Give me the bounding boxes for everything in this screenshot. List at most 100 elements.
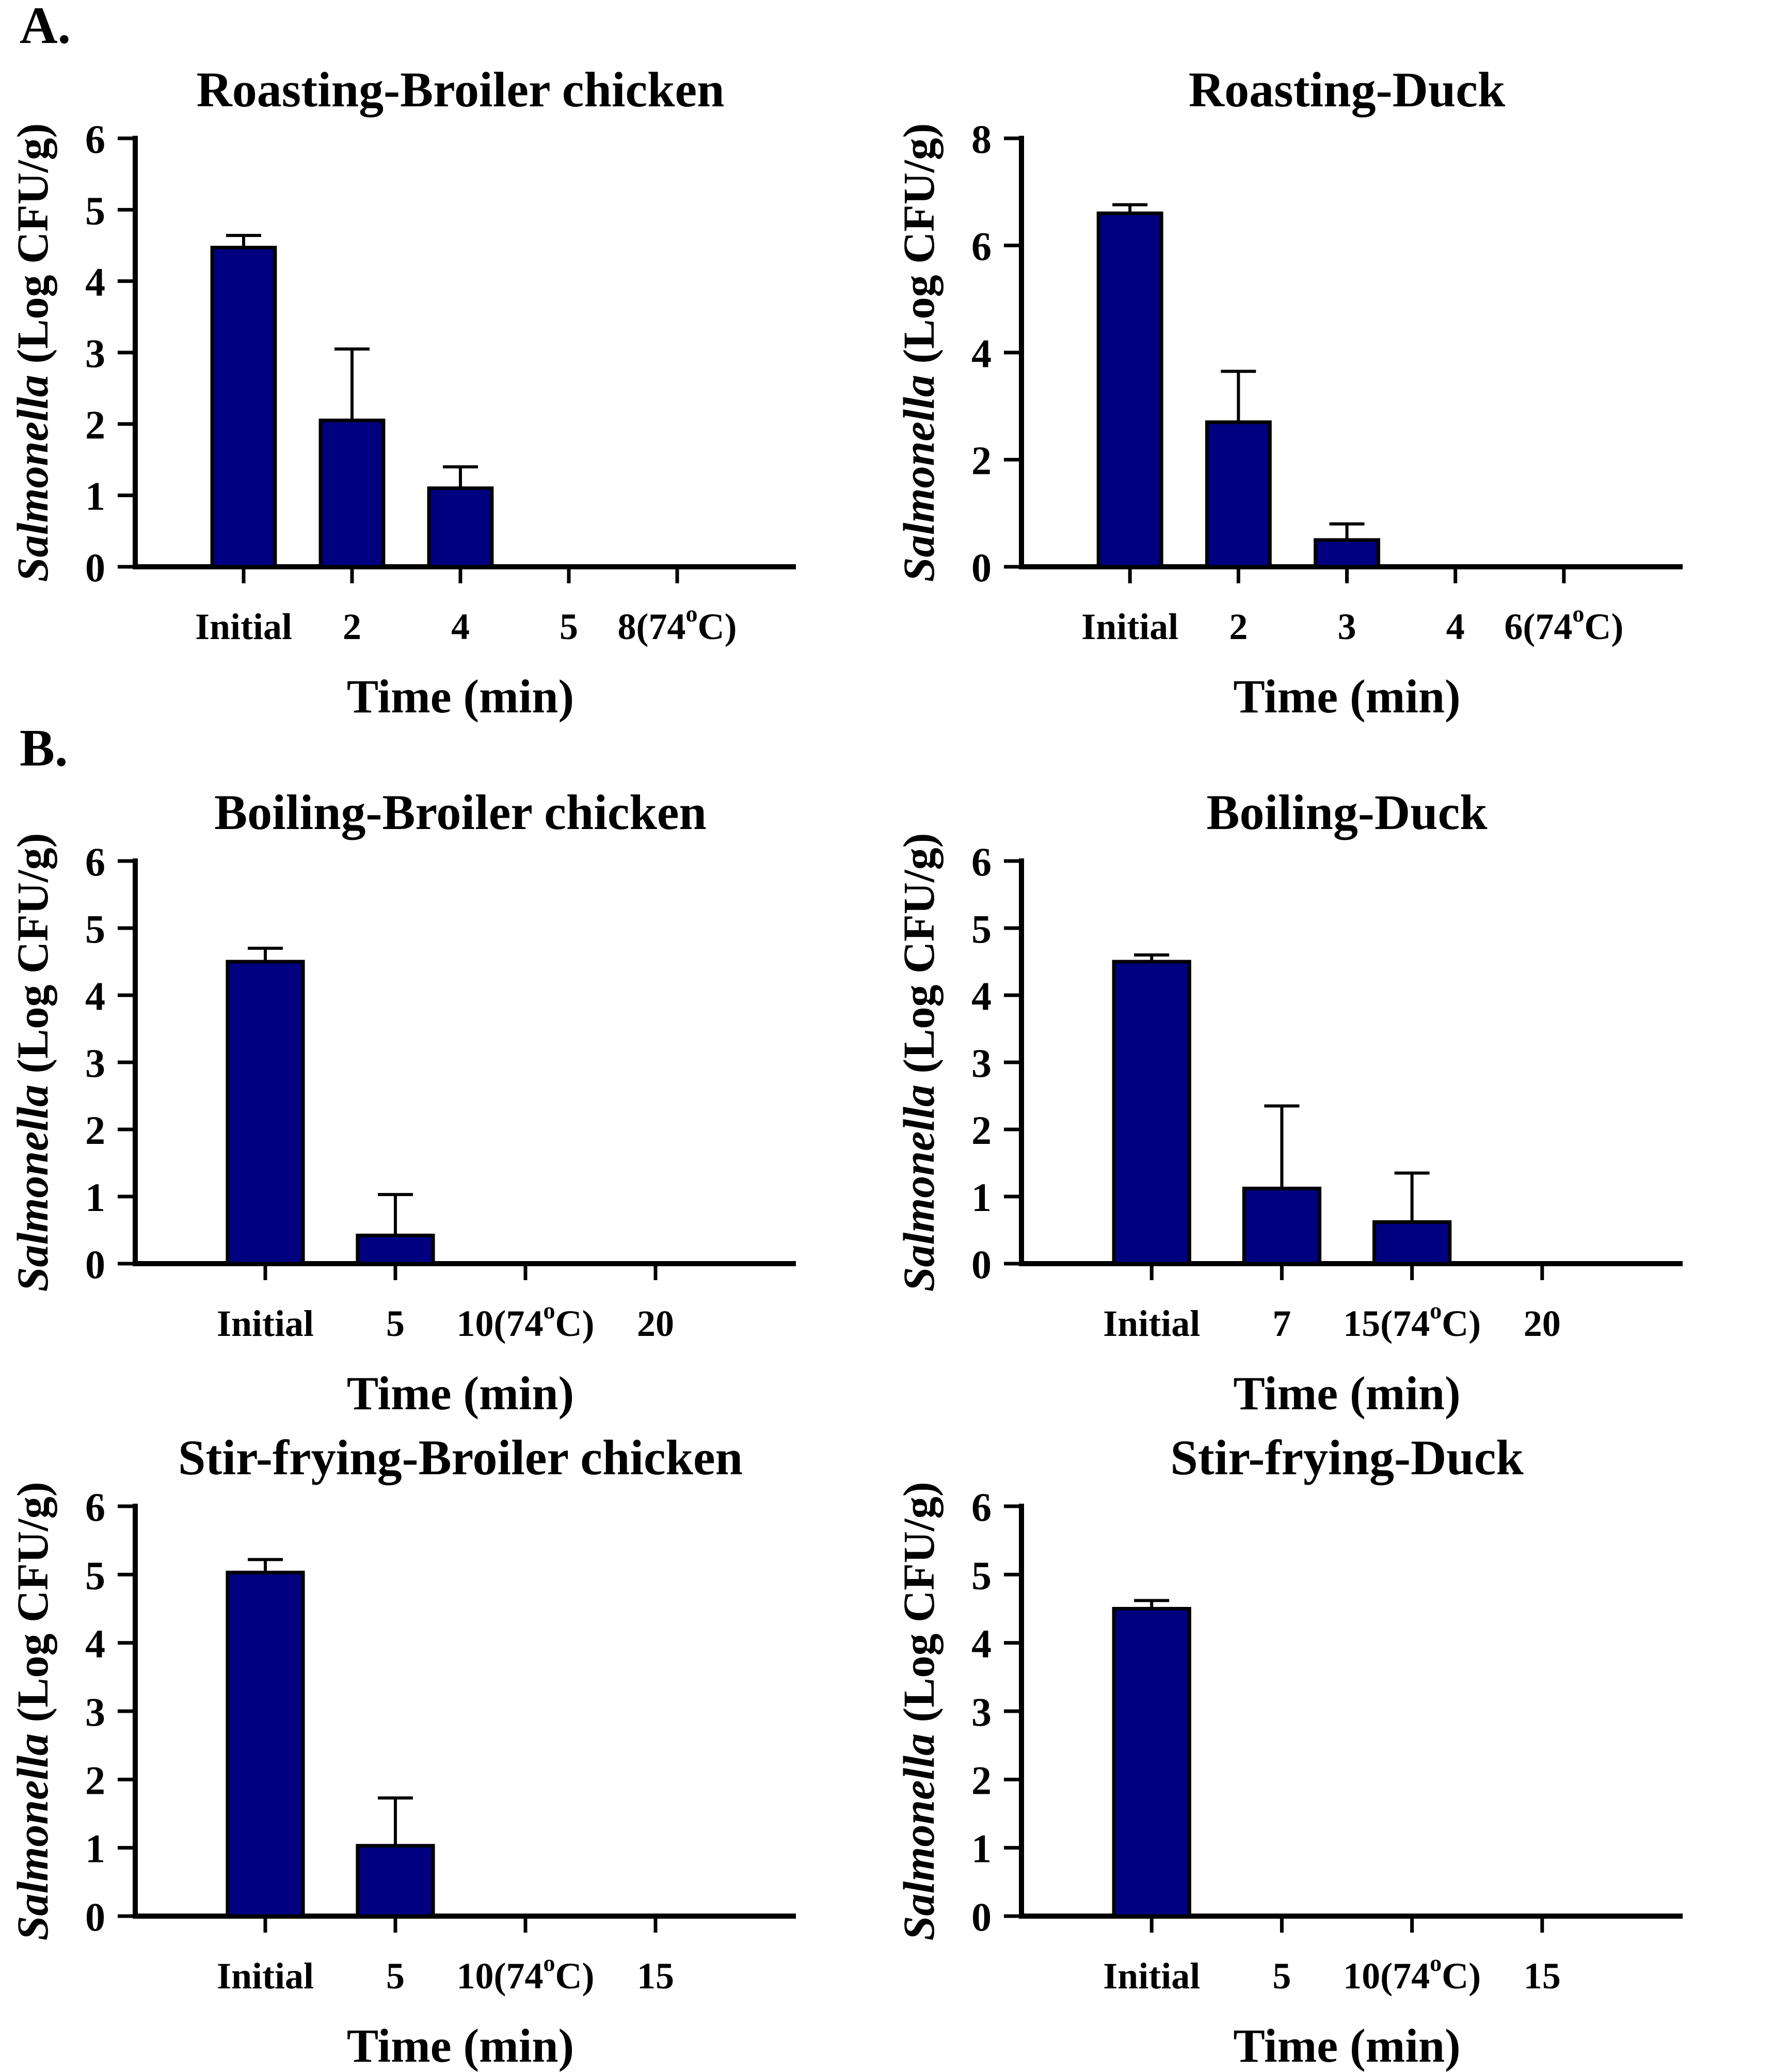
- panel-label-b: B.: [20, 719, 68, 777]
- y-tick-label: 8: [971, 117, 992, 162]
- x-axis-label: Time (min): [347, 2019, 574, 2072]
- y-tick-label: 6: [85, 117, 105, 162]
- x-tick-label: Initial: [1103, 1955, 1200, 1997]
- bar-5: [356, 1233, 435, 1266]
- y-axis-label: Salmonella (Log CFU/g): [8, 833, 57, 1292]
- bar-initial: [226, 960, 305, 1266]
- x-tick-label: 5: [386, 1303, 405, 1344]
- x-tick-label: 15(74oC): [1343, 1297, 1481, 1344]
- x-tick-label: Initial: [1103, 1303, 1200, 1344]
- y-axis-label: Salmonella (Log CFU/g): [8, 1482, 57, 1941]
- bar-4: [427, 486, 494, 569]
- y-tick-label: 3: [971, 1690, 992, 1734]
- chart-title: Roasting-Duck: [1189, 62, 1506, 117]
- y-tick-label: 0: [85, 1242, 105, 1287]
- y-tick-label: 4: [971, 331, 992, 376]
- y-tick-label: 3: [85, 331, 105, 376]
- x-tick-label: Initial: [217, 1955, 314, 1997]
- y-tick-label: 4: [85, 974, 105, 1018]
- y-tick-label: 5: [971, 1553, 992, 1598]
- bar-initial: [1096, 211, 1163, 569]
- chart-roasting-duck: Roasting-Duck 0 2 4 6 8 Initial 2 3 4 6(74oC) Time …: [894, 62, 1683, 723]
- y-tick-label: 2: [971, 438, 992, 483]
- y-tick-label: 2: [85, 1108, 105, 1153]
- bar-initial: [210, 246, 277, 569]
- panel-b-row-1: Boiling-Broiler chicken 0 1 2 3 4 5 6 Initial 5 10…: [0, 774, 1773, 1420]
- y-tick-label: 0: [971, 1242, 992, 1287]
- panel-a-row: Roasting-Broiler chicken 0 1 2 3 4 5 6 Initial 2 4…: [0, 52, 1773, 723]
- y-axis-label: Salmonella (Log CFU/g): [8, 123, 57, 582]
- y-tick-label: 0: [85, 545, 105, 590]
- bar-initial: [226, 1570, 305, 1918]
- panel-label-a: A.: [20, 0, 71, 55]
- x-tick-label: 15: [637, 1955, 674, 1997]
- y-tick-label: 5: [85, 1553, 105, 1598]
- y-axis-label: Salmonella (Log CFU/g): [894, 833, 944, 1292]
- bar-2: [1205, 420, 1272, 569]
- x-tick-label: 20: [637, 1303, 674, 1344]
- panel-b-row-2: Stir-frying-Broiler chicken 0 1 2 3 4 5 6 Initia…: [0, 1420, 1773, 2072]
- x-axis-label: Time (min): [1233, 1367, 1460, 1420]
- x-tick-label: 7: [1272, 1303, 1291, 1344]
- x-tick-label: 15: [1524, 1955, 1561, 1997]
- y-tick-label: 5: [85, 906, 105, 951]
- chart-stir-frying-broiler-chicken: Stir-frying-Broiler chicken 0 1 2 3 4 5 6 Initia…: [8, 1430, 796, 2072]
- x-tick-label: 10(74oC): [457, 1297, 595, 1344]
- bar-15-74-c: [1372, 1220, 1452, 1266]
- x-tick-label: 8(74oC): [618, 600, 737, 647]
- y-tick-label: 2: [85, 1758, 105, 1803]
- y-tick-label: 4: [85, 1621, 105, 1666]
- x-tick-label: Initial: [195, 606, 292, 647]
- y-tick-label: 4: [85, 260, 105, 305]
- x-tick-label: 10(74oC): [1343, 1950, 1481, 1997]
- bar-7: [1242, 1186, 1322, 1266]
- x-tick-label: Initial: [217, 1303, 314, 1344]
- bar-initial: [1112, 1607, 1191, 1918]
- y-tick-label: 1: [85, 474, 105, 519]
- y-tick-label: 6: [971, 1485, 992, 1529]
- y-tick-label: 4: [971, 1621, 992, 1666]
- y-tick-label: 6: [971, 224, 992, 269]
- x-tick-label: Initial: [1081, 606, 1178, 647]
- y-tick-label: 4: [971, 974, 992, 1018]
- y-tick-label: 3: [85, 1690, 105, 1734]
- chart-title: Roasting-Broiler chicken: [196, 62, 724, 117]
- y-tick-label: 2: [85, 402, 105, 447]
- y-axis-label: Salmonella (Log CFU/g): [894, 123, 944, 582]
- chart-roasting-broiler-chicken: Roasting-Broiler chicken 0 1 2 3 4 5 6 Initial 2 4…: [8, 62, 796, 723]
- chart-boiling-duck: Boiling-Duck 0 1 2 3 4 5 6 Initial 7 15(74oC) 20 Tim…: [894, 785, 1683, 1420]
- bar-2: [318, 418, 386, 569]
- x-axis-label: Time (min): [1233, 670, 1460, 723]
- x-tick-label: 3: [1338, 606, 1356, 647]
- y-tick-label: 0: [971, 545, 992, 590]
- chart-boiling-broiler-chicken: Boiling-Broiler chicken 0 1 2 3 4 5 6 Initial 5 10…: [8, 785, 796, 1420]
- y-tick-label: 0: [971, 1894, 992, 1939]
- x-tick-label: 5: [560, 606, 578, 647]
- y-tick-label: 5: [85, 188, 105, 233]
- y-tick-label: 2: [971, 1108, 992, 1153]
- x-tick-label: 10(74oC): [457, 1950, 595, 1997]
- x-axis-label: Time (min): [1233, 2019, 1460, 2072]
- y-tick-label: 0: [85, 1894, 105, 1939]
- x-tick-label: 6(74oC): [1504, 600, 1623, 647]
- chart-title: Stir-frying-Broiler chicken: [178, 1430, 743, 1485]
- y-tick-label: 3: [971, 1041, 992, 1086]
- bar-5: [356, 1844, 435, 1918]
- chart-title: Boiling-Duck: [1206, 785, 1488, 840]
- bar-initial: [1112, 960, 1191, 1266]
- x-tick-label: 2: [1229, 606, 1248, 647]
- x-tick-label: 4: [1446, 606, 1465, 647]
- y-tick-label: 1: [85, 1826, 105, 1871]
- y-axis-label: Salmonella (Log CFU/g): [894, 1482, 944, 1941]
- x-axis-label: Time (min): [347, 670, 574, 723]
- y-tick-label: 1: [971, 1175, 992, 1220]
- y-tick-label: 6: [85, 1485, 105, 1529]
- bar-3: [1314, 538, 1380, 569]
- x-tick-label: 5: [1272, 1955, 1291, 1997]
- chart-title: Boiling-Broiler chicken: [214, 785, 707, 840]
- x-axis-label: Time (min): [347, 1367, 574, 1420]
- x-tick-label: 2: [343, 606, 361, 647]
- y-tick-label: 6: [971, 839, 992, 884]
- x-tick-label: 20: [1524, 1303, 1561, 1344]
